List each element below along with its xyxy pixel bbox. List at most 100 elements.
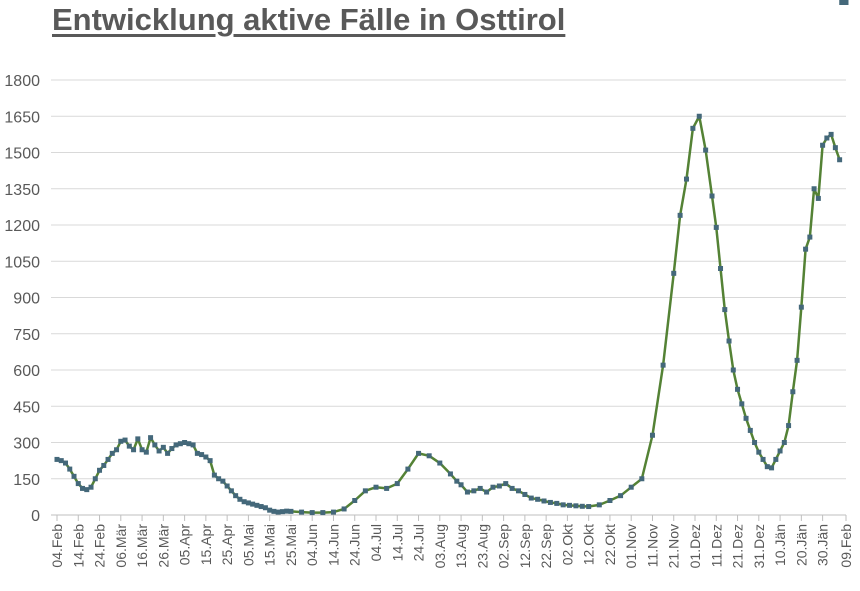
- data-point-marker: [122, 437, 128, 443]
- data-point-marker: [203, 454, 209, 460]
- data-point-marker: [541, 498, 547, 504]
- x-tick-label: 14.Jun: [325, 524, 341, 566]
- data-point-marker: [777, 448, 783, 454]
- data-point-marker: [828, 131, 834, 137]
- data-point-marker: [683, 176, 689, 182]
- data-point-marker: [237, 496, 243, 502]
- x-tick-label: 30.Jän: [815, 524, 831, 566]
- data-point-marker: [199, 452, 205, 458]
- data-point-marker: [135, 436, 141, 442]
- data-point-marker: [173, 442, 179, 448]
- data-point-marker: [769, 465, 775, 471]
- data-point-marker: [709, 193, 715, 199]
- y-tick-label: 1800: [4, 73, 40, 90]
- data-point-marker: [105, 456, 111, 462]
- data-point-marker: [63, 460, 69, 466]
- data-point-marker: [394, 481, 400, 487]
- data-point-marker: [832, 145, 838, 151]
- x-tick-label: 25.Apr: [219, 524, 235, 566]
- x-tick-label: 26.Mär: [155, 524, 171, 568]
- data-point-marker: [660, 362, 666, 368]
- data-point-marker: [148, 435, 154, 441]
- data-point-marker: [194, 450, 200, 456]
- data-point-marker: [490, 484, 496, 490]
- data-point-marker: [250, 501, 256, 507]
- data-point-marker: [567, 502, 573, 508]
- data-point-marker: [207, 458, 213, 464]
- data-point-marker: [284, 508, 290, 514]
- x-tick-label: 14.Feb: [70, 524, 86, 568]
- data-point-marker: [233, 493, 239, 499]
- x-tick-label: 15.Apr: [198, 524, 214, 566]
- data-point-marker: [760, 456, 766, 462]
- data-point-marker: [114, 447, 120, 453]
- data-point-marker: [426, 453, 432, 459]
- y-tick-label: 600: [13, 363, 40, 380]
- data-point-marker: [503, 481, 509, 487]
- data-point-marker: [464, 489, 470, 495]
- data-point-marker: [58, 458, 64, 464]
- data-point-marker: [160, 444, 166, 450]
- data-point-marker: [573, 503, 579, 509]
- x-tick-label: 22.Sep: [538, 524, 554, 569]
- x-tick-label: 04.Feb: [49, 524, 65, 568]
- data-point-marker: [169, 446, 175, 452]
- data-point-marker: [752, 440, 758, 445]
- data-point-marker: [596, 502, 602, 508]
- data-point-marker: [416, 450, 422, 456]
- data-point-marker: [156, 448, 162, 454]
- chart-title: Entwicklung aktive Fälle in Osttirol: [52, 2, 566, 37]
- x-tick-label: 22.Okt: [602, 524, 618, 565]
- y-tick-label: 1200: [4, 218, 40, 235]
- data-point-marker: [677, 212, 683, 218]
- data-point-marker: [815, 195, 821, 201]
- data-point-marker: [139, 447, 145, 453]
- x-tick-label: 01.Dez: [687, 524, 703, 568]
- data-point-marker: [330, 509, 336, 515]
- data-point-marker: [88, 484, 94, 490]
- data-point-marker: [690, 125, 696, 131]
- x-tick-label: 15.Mai: [262, 524, 278, 566]
- data-point-marker: [384, 485, 390, 491]
- data-point-marker: [177, 441, 183, 447]
- x-tick-label: 23.Aug: [474, 524, 490, 568]
- data-point-marker: [182, 440, 188, 445]
- x-tick-label: 24.Feb: [92, 524, 108, 568]
- data-point-marker: [92, 476, 98, 482]
- data-point-marker: [352, 498, 358, 503]
- data-point-marker: [764, 464, 770, 470]
- data-point-marker: [362, 488, 368, 494]
- data-point-marker: [671, 270, 677, 276]
- data-point-marker: [373, 484, 379, 490]
- data-point-marker: [228, 488, 234, 494]
- x-tick-label: 02.Okt: [559, 524, 575, 565]
- data-point-marker: [811, 186, 817, 192]
- x-tick-label: 11.Nov: [644, 524, 660, 567]
- data-point-marker: [84, 487, 90, 493]
- data-point-marker: [186, 441, 192, 447]
- data-point-marker: [254, 502, 260, 508]
- data-point-marker: [320, 510, 326, 516]
- x-tick-label: 09.Feb: [838, 524, 854, 568]
- data-point-marker: [547, 499, 553, 505]
- data-point-marker: [75, 481, 81, 487]
- data-point-marker: [528, 495, 534, 501]
- data-point-marker: [496, 483, 502, 489]
- data-point-marker: [798, 304, 804, 310]
- y-tick-label: 1350: [4, 182, 40, 199]
- data-point-marker: [790, 389, 796, 395]
- data-point-marker: [447, 471, 453, 477]
- data-point-marker: [794, 357, 800, 363]
- data-point-marker: [126, 443, 132, 449]
- x-tick-label: 05.Apr: [177, 524, 193, 566]
- data-point-marker: [696, 113, 702, 119]
- data-point-marker: [560, 502, 566, 508]
- x-tick-label: 11.Dez: [708, 524, 724, 567]
- data-point-marker: [579, 503, 585, 509]
- data-point-marker: [54, 456, 60, 462]
- data-point-marker: [535, 496, 541, 502]
- x-tick-label: 21.Dez: [730, 524, 746, 568]
- data-point-marker: [718, 266, 724, 271]
- data-point-marker: [820, 142, 826, 148]
